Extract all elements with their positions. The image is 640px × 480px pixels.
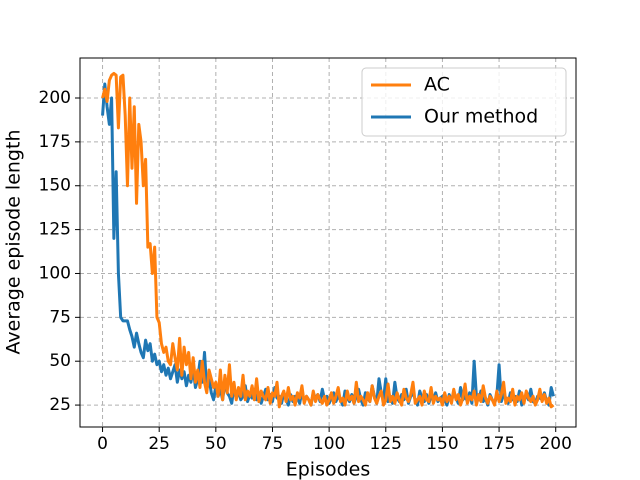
y-tick-label: 50 — [49, 351, 71, 371]
y-tick-label: 150 — [39, 176, 71, 196]
x-tick-label: 150 — [426, 434, 458, 454]
y-tick-label: 25 — [49, 395, 71, 415]
x-tick-label: 200 — [539, 434, 571, 454]
legend-label: Our method — [424, 106, 538, 128]
legend-label: AC — [424, 74, 450, 96]
x-tick-label: 75 — [262, 434, 284, 454]
y-axis-label: Average episode length — [3, 130, 25, 355]
series-line — [101, 71, 555, 409]
y-tick-label: 175 — [39, 132, 71, 152]
y-tick-label: 100 — [39, 263, 71, 283]
x-tick-label: 0 — [97, 434, 108, 454]
legend: AC Our method — [361, 67, 567, 137]
legend-box — [361, 67, 567, 137]
y-tick-label: 125 — [39, 220, 71, 240]
y-tick-label: 200 — [39, 88, 71, 108]
plot-frame — [79, 57, 577, 428]
x-tick-label: 175 — [483, 434, 515, 454]
x-tick-label: 50 — [205, 434, 227, 454]
x-tick-label: 125 — [370, 434, 402, 454]
x-axis-label: Episodes — [286, 459, 371, 480]
x-tick-label: 100 — [313, 434, 345, 454]
x-tick-label: 25 — [148, 434, 170, 454]
y-tick-label: 75 — [49, 307, 71, 327]
